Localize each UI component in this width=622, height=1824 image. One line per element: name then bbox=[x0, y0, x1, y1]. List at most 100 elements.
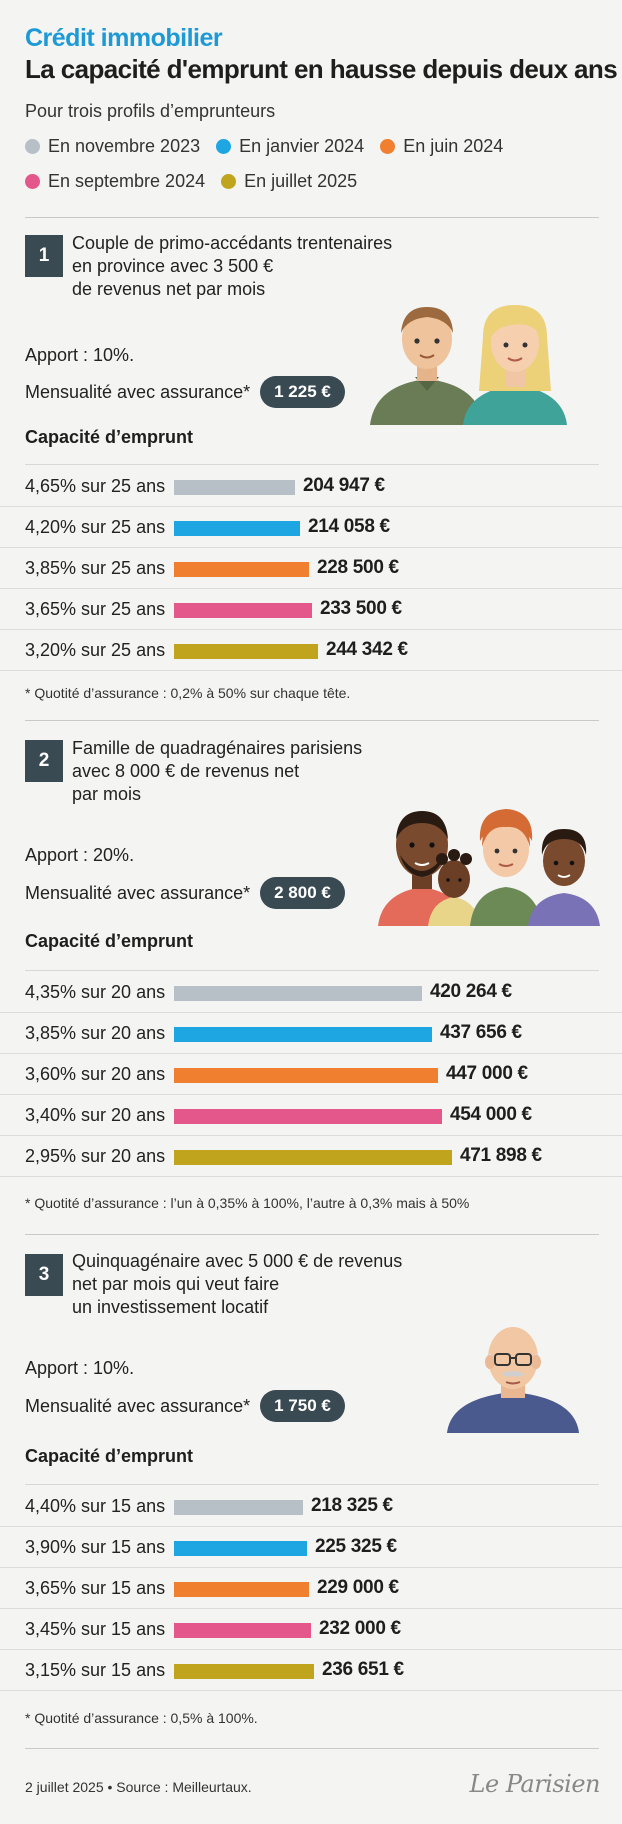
insurance-note: * Quotité d’assurance : 0,5% à 100%. bbox=[25, 1710, 258, 1726]
profile-description: Couple de primo-accédants trentenaires e… bbox=[72, 233, 393, 299]
bar-row: 2,95% sur 20 ans 471 898 € bbox=[0, 1136, 622, 1177]
bar-value-label: 232 000 € bbox=[319, 1618, 401, 1639]
legend-item: En septembre 2024 bbox=[25, 171, 205, 192]
legend-label: En septembre 2024 bbox=[48, 171, 206, 191]
legend-label: En juillet 2025 bbox=[244, 171, 358, 191]
bar bbox=[174, 1623, 311, 1638]
divider bbox=[25, 720, 599, 721]
bar-row: 3,90% sur 15 ans 225 325 € bbox=[0, 1527, 622, 1568]
legend-label: En novembre 2023 bbox=[48, 136, 201, 156]
mensualite-row: Mensualité avec assurance* 1 750 € bbox=[25, 1390, 345, 1422]
bar bbox=[174, 644, 318, 659]
bar-category-label: 3,45% sur 15 ans bbox=[25, 1619, 166, 1639]
bar bbox=[174, 1150, 452, 1165]
bar-value-label: 447 000 € bbox=[446, 1063, 528, 1084]
bar bbox=[174, 1541, 307, 1556]
profile-description: Quinquagénaire avec 5 000 € de revenus n… bbox=[72, 1251, 403, 1317]
capacity-title: Capacité d’emprunt bbox=[25, 931, 194, 951]
mensualite-badge: 1 750 € bbox=[260, 1390, 345, 1422]
profile-number: 3 bbox=[25, 1254, 63, 1296]
legend-item: En janvier 2024 bbox=[216, 136, 364, 157]
bar-value-label: 454 000 € bbox=[450, 1104, 532, 1125]
bar-category-label: 3,40% sur 20 ans bbox=[25, 1105, 166, 1125]
bar-value-label: 218 325 € bbox=[311, 1495, 393, 1516]
bar bbox=[174, 1582, 309, 1597]
page-title: La capacité d'emprunt en hausse depuis d… bbox=[25, 54, 618, 84]
bar-value-label: 244 342 € bbox=[326, 639, 408, 660]
insurance-note: * Quotité d’assurance : l’un à 0,35% à 1… bbox=[25, 1195, 470, 1211]
mensualite-label: Mensualité avec assurance* bbox=[25, 1395, 251, 1416]
couple-illustration bbox=[365, 295, 585, 430]
bar-category-label: 3,85% sur 20 ans bbox=[25, 1023, 166, 1043]
bar bbox=[174, 1068, 438, 1083]
bar bbox=[174, 1500, 303, 1515]
bar-value-label: 236 651 € bbox=[322, 1659, 404, 1680]
mensualite-label: Mensualité avec assurance* bbox=[25, 381, 251, 402]
bar-category-label: 3,90% sur 15 ans bbox=[25, 1537, 166, 1557]
mensualite-row: Mensualité avec assurance* 2 800 € bbox=[25, 877, 345, 909]
bar-category-label: 3,65% sur 15 ans bbox=[25, 1578, 166, 1598]
profile-number: 2 bbox=[25, 740, 63, 782]
legend-label: En janvier 2024 bbox=[239, 136, 365, 156]
bar-category-label: 3,65% sur 25 ans bbox=[25, 599, 166, 619]
profile-description: Famille de quadragénaires parisiens avec… bbox=[72, 738, 363, 804]
bar bbox=[174, 521, 300, 536]
bar-row: 4,65% sur 25 ans 204 947 € bbox=[0, 466, 622, 507]
insurance-note: * Quotité d’assurance : 0,2% à 50% sur c… bbox=[25, 685, 351, 701]
source-footer: 2 juillet 2025 • Source : Meilleurtaux. bbox=[25, 1779, 252, 1795]
apport-text: Apport : 10%. bbox=[25, 345, 135, 365]
bar-category-label: 3,15% sur 15 ans bbox=[25, 1660, 166, 1680]
bar-value-label: 204 947 € bbox=[303, 475, 385, 496]
bar-category-label: 2,95% sur 20 ans bbox=[25, 1146, 166, 1166]
bar-category-label: 3,20% sur 25 ans bbox=[25, 640, 166, 660]
bar-category-label: 3,85% sur 25 ans bbox=[25, 558, 166, 578]
legend-dot bbox=[221, 174, 237, 189]
bar-value-label: 225 325 € bbox=[315, 1536, 397, 1557]
divider bbox=[25, 1484, 599, 1485]
kicker: Crédit immobilier bbox=[25, 24, 223, 52]
man-illustration bbox=[445, 1318, 585, 1438]
subtitle: Pour trois profils d’emprunteurs bbox=[25, 101, 276, 121]
apport-text: Apport : 20%. bbox=[25, 845, 135, 865]
bar-row: 3,85% sur 20 ans 437 656 € bbox=[0, 1013, 622, 1054]
bar-row: 3,45% sur 15 ans 232 000 € bbox=[0, 1609, 622, 1650]
mensualite-row: Mensualité avec assurance* 1 225 € bbox=[25, 376, 345, 408]
legend-dot bbox=[216, 139, 232, 154]
divider bbox=[25, 217, 599, 218]
divider bbox=[25, 464, 599, 465]
mensualite-badge: 2 800 € bbox=[260, 877, 345, 909]
bar-row: 3,65% sur 25 ans 233 500 € bbox=[0, 589, 622, 630]
bar-value-label: 437 656 € bbox=[440, 1022, 522, 1043]
legend-label: En juin 2024 bbox=[403, 136, 504, 156]
bar-category-label: 4,20% sur 25 ans bbox=[25, 517, 166, 537]
divider bbox=[25, 1748, 599, 1749]
bar-row: 3,65% sur 15 ans 229 000 € bbox=[0, 1568, 622, 1609]
legend-dot bbox=[25, 139, 40, 154]
bar bbox=[174, 603, 312, 618]
family-illustration bbox=[378, 801, 608, 931]
bar-value-label: 228 500 € bbox=[317, 557, 399, 578]
profile-number: 1 bbox=[25, 235, 63, 277]
legend-dot bbox=[25, 174, 40, 189]
bar-row: 3,40% sur 20 ans 454 000 € bbox=[0, 1095, 622, 1136]
bar-category-label: 4,65% sur 25 ans bbox=[25, 476, 166, 496]
bar bbox=[174, 1109, 442, 1124]
capacity-title: Capacité d’emprunt bbox=[25, 1446, 194, 1466]
bar bbox=[174, 986, 422, 1001]
bar bbox=[174, 480, 295, 495]
bar-value-label: 229 000 € bbox=[317, 1577, 399, 1598]
bar-row: 3,20% sur 25 ans 244 342 € bbox=[0, 630, 622, 671]
bar bbox=[174, 1664, 314, 1679]
bar-row: 3,85% sur 25 ans 228 500 € bbox=[0, 548, 622, 589]
capacity-title: Capacité d’emprunt bbox=[25, 427, 194, 447]
bar-value-label: 420 264 € bbox=[430, 981, 512, 1002]
bar bbox=[174, 1027, 432, 1042]
legend-row-1: En novembre 2023 En janvier 2024 En juin… bbox=[25, 136, 503, 157]
bar-row: 3,60% sur 20 ans 447 000 € bbox=[0, 1054, 622, 1095]
bar-value-label: 471 898 € bbox=[460, 1145, 542, 1166]
mensualite-badge: 1 225 € bbox=[260, 376, 345, 408]
bar-row: 4,40% sur 15 ans 218 325 € bbox=[0, 1486, 622, 1527]
legend-item: En juin 2024 bbox=[380, 136, 503, 157]
divider bbox=[25, 970, 599, 971]
bar-value-label: 233 500 € bbox=[320, 598, 402, 619]
